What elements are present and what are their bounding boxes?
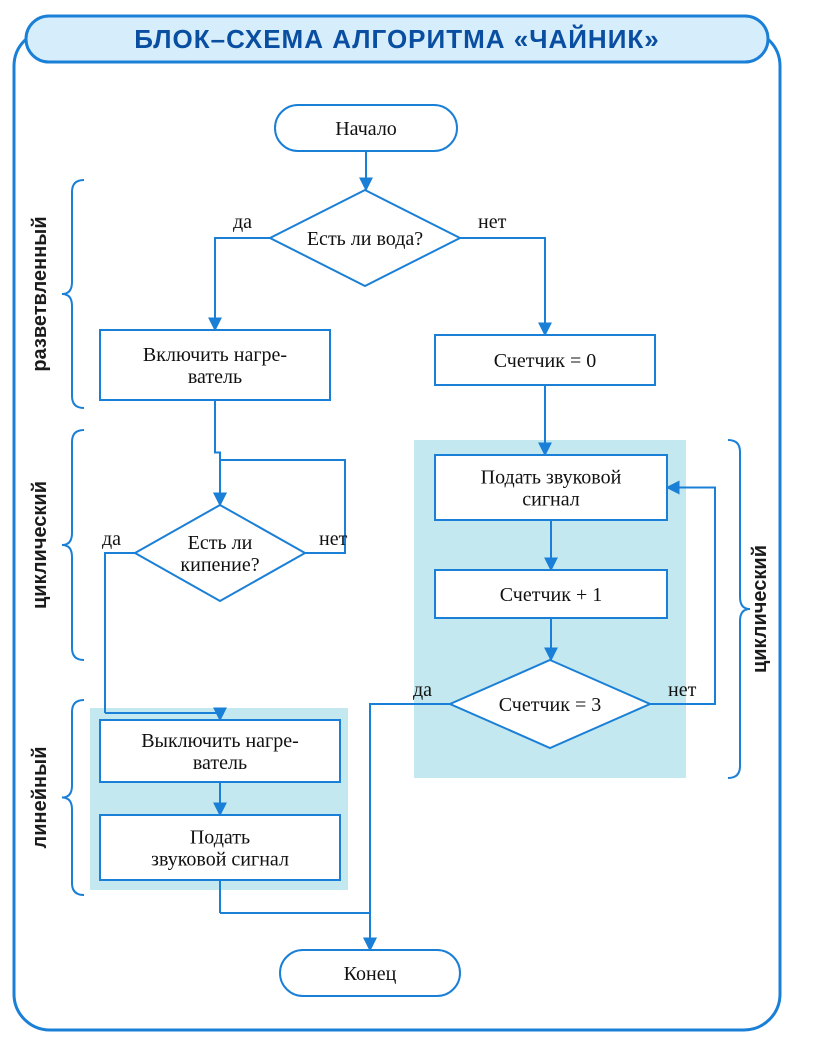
node-start-text: Начало <box>335 118 397 140</box>
node-sound-text: звуковой сигнал <box>151 849 289 871</box>
node-heater_off: Выключить нагре-ватель <box>100 720 340 782</box>
node-cnt_zero: Счетчик = 0 <box>435 335 655 385</box>
edge-label-boil_yes: да <box>102 528 121 550</box>
node-heater_on: Включить нагре-ватель <box>100 330 330 400</box>
flowchart: БЛОК–СХЕМА АЛГОРИТМА «ЧАЙНИК» разветвлен… <box>0 0 816 1042</box>
node-q_cnt3-text: Счетчик = 3 <box>499 694 602 716</box>
edge-label-cnt3_no: нет <box>668 679 697 701</box>
node-q_boil-text: Есть ли <box>188 532 253 554</box>
node-start: Начало <box>275 105 457 151</box>
node-q_boil-text: кипение? <box>180 554 259 576</box>
node-q_water-text: Есть ли вода? <box>307 228 423 250</box>
node-heater_on-text: ватель <box>188 366 242 388</box>
node-signal-text: сигнал <box>522 489 580 511</box>
node-signal-text: Подать звуковой <box>481 467 622 489</box>
node-heater_on-text: Включить нагре- <box>143 344 287 366</box>
node-cnt_inc-text: Счетчик + 1 <box>500 584 603 606</box>
edge-label-water_yes: да <box>233 211 252 233</box>
node-cnt_zero-text: Счетчик = 0 <box>494 350 597 372</box>
section-label-cyclic_right: циклический <box>749 545 771 673</box>
node-sound: Податьзвуковой сигнал <box>100 815 340 880</box>
section-label-linear: линейный <box>29 747 51 849</box>
node-signal: Подать звуковойсигнал <box>435 455 667 520</box>
node-end-text: Конец <box>344 963 397 985</box>
node-sound-text: Подать <box>190 827 250 849</box>
edge-label-cnt3_yes: да <box>413 679 432 701</box>
node-heater_off-text: ватель <box>193 752 247 774</box>
section-label-cyclic_left: циклический <box>29 481 51 609</box>
node-heater_off-text: Выключить нагре- <box>141 730 299 752</box>
section-label-branched: разветвленный <box>29 216 51 371</box>
node-cnt_inc: Счетчик + 1 <box>435 570 667 618</box>
node-end: Конец <box>280 950 460 996</box>
edge-label-boil_no: нет <box>319 528 348 550</box>
edge-label-water_no: нет <box>478 211 507 233</box>
page-title: БЛОК–СХЕМА АЛГОРИТМА «ЧАЙНИК» <box>134 24 659 54</box>
